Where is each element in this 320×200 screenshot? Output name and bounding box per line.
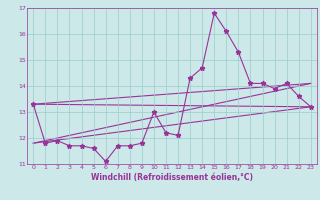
X-axis label: Windchill (Refroidissement éolien,°C): Windchill (Refroidissement éolien,°C) <box>91 173 253 182</box>
